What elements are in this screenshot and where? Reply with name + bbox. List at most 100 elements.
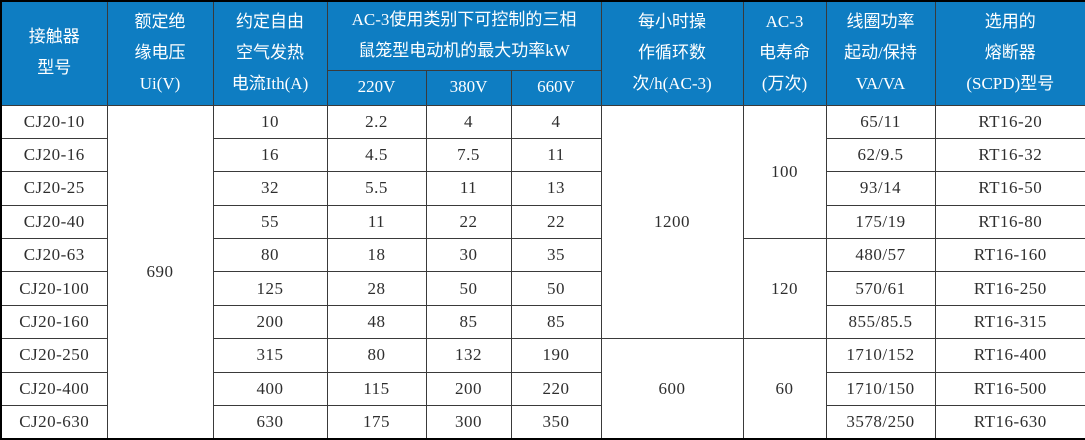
cell-electrical-life: 60 [742,338,827,440]
cell-power-660v: 4 [510,104,602,139]
cell-thermal-current: 10 [212,104,328,139]
cell-thermal-current: 200 [212,304,328,340]
cell-fuse-model: RT16-400 [934,338,1085,373]
cell-power-220v: 11 [326,204,427,240]
cell-power-220v: 115 [326,371,427,407]
cell-power-380v: 7.5 [425,137,512,173]
cell-fuse-model: RT16-250 [934,271,1085,306]
header-max-power-group: AC-3使用类别下可控制的三相 鼠笼型电动机的最大功率kW [326,0,602,71]
header-coil-power: 线圈功率 起动/保持 VA/VA [825,0,936,106]
header-row-sub: 220V 380V 660V [1,69,1085,106]
cell-power-660v: 350 [510,405,602,440]
cell-model: CJ20-63 [0,238,108,273]
table-row: CJ20-10 690 10 2.2 4 4 1200 100 65/11 RT16-20 [0,104,1085,440]
cell-model: CJ20-25 [0,171,108,206]
header-fuse-model: 选用的 熔断器 (SCPD)型号 [934,0,1085,106]
cell-cycles-per-hour: 1200 [600,104,744,340]
cell-power-660v: 50 [510,271,602,306]
header-voltage-380v: 380V [425,69,512,106]
cell-coil-power: 480/57 [825,238,936,273]
cell-power-380v: 300 [425,405,512,440]
cell-model: CJ20-630 [0,405,108,440]
cell-model: CJ20-160 [0,304,108,340]
cell-power-220v: 175 [326,405,427,440]
table-body: CJ20-10 690 10 2.2 4 4 1200 100 65/11 RT16-20 CJ20… [0,104,1085,440]
table-header: 接触器 型号 额定绝 缘电压 Ui(V) 约定自由 空气发热 电流Ith(A) … [0,0,1085,106]
cell-model: CJ20-40 [0,204,108,240]
cell-power-380v: 30 [425,238,512,273]
cell-power-380v: 85 [425,304,512,340]
cell-power-380v: 22 [425,204,512,240]
header-thermal-current: 约定自由 空气发热 电流Ith(A) [212,0,328,106]
header-rated-voltage: 额定绝 缘电压 Ui(V) [106,0,214,106]
table-row: CJ20-160 200 48 85 85 855/85.5 RT16-315 [0,304,1085,340]
cell-electrical-life: 120 [742,238,827,340]
cell-fuse-model: RT16-630 [934,405,1085,440]
cell-coil-power: 1710/150 [825,371,936,407]
cell-thermal-current: 630 [212,405,328,440]
header-electrical-life: AC-3 电寿命 (万次) [742,0,827,106]
cell-coil-power: 3578/250 [825,405,936,440]
cell-power-660v: 35 [510,238,602,273]
cell-power-380v: 11 [425,171,512,206]
cell-model: CJ20-250 [0,338,108,373]
cell-coil-power: 62/9.5 [825,137,936,173]
table-row: CJ20-400 400 115 200 220 1710/150 RT16-500 [0,371,1085,407]
table-row: CJ20-16 16 4.5 7.5 11 62/9.5 RT16-32 [0,137,1085,173]
cell-power-660v: 85 [510,304,602,340]
cell-thermal-current: 400 [212,371,328,407]
header-cycles-per-hour: 每小时操 作循环数 次/h(AC-3) [600,0,744,106]
cell-model: CJ20-16 [0,137,108,173]
cell-fuse-model: RT16-160 [934,238,1085,273]
table-row: CJ20-25 32 5.5 11 13 93/14 RT16-50 [0,171,1085,206]
cell-coil-power: 65/11 [825,104,936,139]
header-contactor-model: 接触器 型号 [0,0,108,106]
cell-power-660v: 13 [510,171,602,206]
cell-power-660v: 220 [510,371,602,407]
cell-coil-power: 1710/152 [825,338,936,373]
cell-fuse-model: RT16-20 [934,104,1085,139]
cell-thermal-current: 80 [212,238,328,273]
cell-coil-power: 93/14 [825,171,936,206]
header-voltage-220v: 220V [326,69,427,106]
cell-model: CJ20-100 [0,271,108,306]
cell-model: CJ20-10 [0,104,108,139]
cell-model: CJ20-400 [0,371,108,407]
cell-rated-voltage: 690 [106,104,214,440]
cell-power-220v: 4.5 [326,137,427,173]
cell-cycles-per-hour: 600 [600,338,744,440]
cell-power-220v: 80 [326,338,427,373]
cell-thermal-current: 315 [212,338,328,373]
header-row-group: 接触器 型号 额定绝 缘电压 Ui(V) 约定自由 空气发热 电流Ith(A) … [0,0,1085,106]
cell-power-220v: 28 [326,271,427,306]
cell-coil-power: 570/61 [825,271,936,306]
cell-fuse-model: RT16-32 [934,137,1085,173]
cell-power-220v: 48 [326,304,427,340]
table-row: CJ20-40 55 11 22 22 175/19 RT16-80 [0,204,1085,240]
header-voltage-660v: 660V [510,69,602,106]
cell-power-220v: 18 [326,238,427,273]
table-row: CJ20-630 630 175 300 350 3578/250 RT16-630 [0,405,1085,440]
cell-fuse-model: RT16-500 [934,371,1085,407]
cell-power-660v: 11 [510,137,602,173]
cell-coil-power: 855/85.5 [825,304,936,340]
cell-thermal-current: 125 [212,271,328,306]
cell-fuse-model: RT16-50 [934,171,1085,206]
cell-power-380v: 132 [425,338,512,373]
cell-fuse-model: RT16-80 [934,204,1085,240]
cell-power-380v: 4 [425,104,512,139]
cell-fuse-model: RT16-315 [934,304,1085,340]
cell-thermal-current: 55 [212,204,328,240]
cell-power-380v: 50 [425,271,512,306]
cell-power-660v: 22 [510,204,602,240]
cell-coil-power: 175/19 [825,204,936,240]
cell-thermal-current: 32 [212,171,328,206]
cell-electrical-life: 100 [742,104,827,240]
cell-power-660v: 190 [510,338,602,373]
table-row: CJ20-100 125 28 50 50 570/61 RT16-250 [0,271,1085,306]
cell-power-380v: 200 [425,371,512,407]
cell-power-220v: 5.5 [326,171,427,206]
cell-thermal-current: 16 [212,137,328,173]
table-row: CJ20-250 315 80 132 190 600 60 1710/152 RT16-400 [0,338,1085,440]
